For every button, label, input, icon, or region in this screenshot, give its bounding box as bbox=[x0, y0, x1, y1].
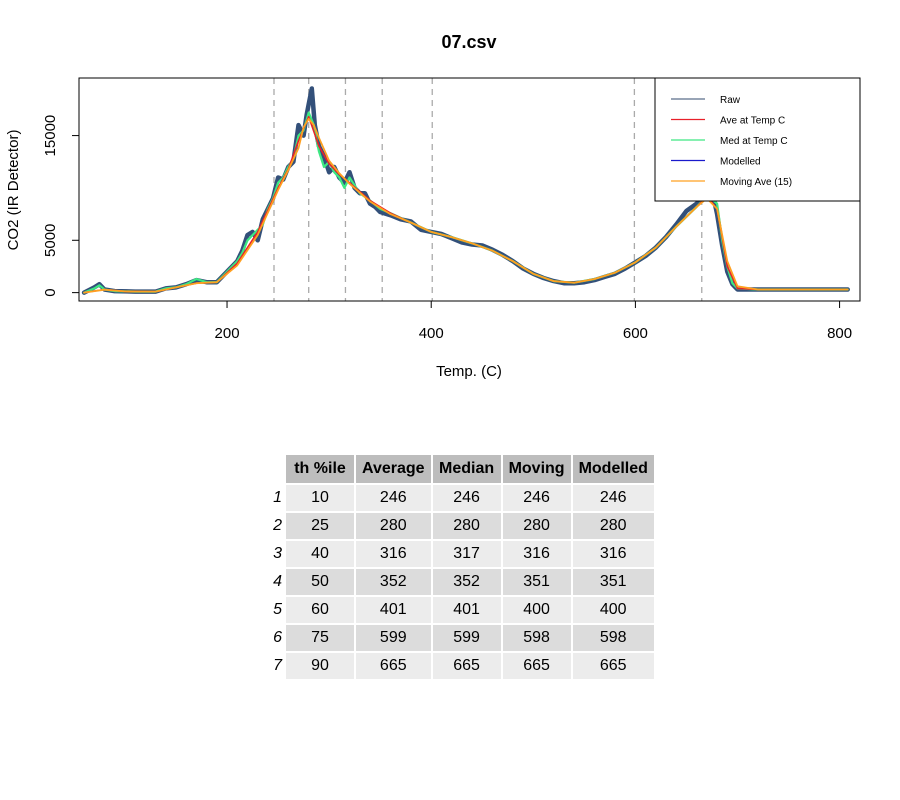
row-name: 2 bbox=[273, 517, 282, 534]
table-cell: 352 bbox=[356, 569, 431, 595]
x-tick-label: 400 bbox=[419, 325, 444, 342]
header-modelled: Modelled bbox=[572, 455, 654, 483]
table-row: 7 90 665 665 665 665 bbox=[258, 653, 654, 679]
table-row: 6 75 599 599 598 598 bbox=[258, 625, 654, 651]
table-cell: 665 bbox=[572, 653, 654, 679]
table-cell: 50 bbox=[286, 569, 354, 595]
header-moving: Moving bbox=[502, 455, 571, 483]
table-body: 1 10 246 246 246 246 2 25 280 280 280 280 3 40 316 317 3… bbox=[258, 485, 654, 679]
table-row: 1 10 246 246 246 246 bbox=[258, 485, 654, 511]
table-cell: 598 bbox=[502, 625, 571, 651]
y-tick-label: 5000 bbox=[42, 224, 59, 257]
header-average: Average bbox=[356, 455, 431, 483]
row-name: 5 bbox=[273, 601, 282, 618]
series-line bbox=[83, 117, 849, 294]
table-cell: 246 bbox=[356, 485, 431, 511]
legend-label: Ave at Temp C bbox=[720, 116, 785, 127]
table-cell: 317 bbox=[432, 541, 501, 567]
table-cell: 90 bbox=[286, 653, 354, 679]
table-cell: 401 bbox=[432, 597, 501, 623]
table-cell: 351 bbox=[502, 569, 571, 595]
x-axis-title: Temp. (C) bbox=[436, 363, 502, 380]
table-cell: 351 bbox=[572, 569, 654, 595]
table-cell: 400 bbox=[572, 597, 654, 623]
header-median: Median bbox=[432, 455, 501, 483]
legend-label: Moving Ave (15) bbox=[720, 177, 792, 188]
table-cell: 352 bbox=[432, 569, 501, 595]
x-axis: 200 400 600 800 bbox=[215, 301, 852, 342]
table-cell: 280 bbox=[356, 513, 431, 539]
table-cell: 280 bbox=[432, 513, 501, 539]
table-cell: 40 bbox=[286, 541, 354, 567]
chart-title: 07.csv bbox=[441, 32, 496, 52]
legend: Raw Ave at Temp C Med at Temp C Modelled Mov… bbox=[654, 77, 861, 202]
table-corner bbox=[258, 455, 284, 483]
y-tick-label: 0 bbox=[42, 288, 59, 296]
row-name: 3 bbox=[273, 545, 282, 562]
table-row: 5 60 401 401 400 400 bbox=[258, 597, 654, 623]
table-row: 2 25 280 280 280 280 bbox=[258, 513, 654, 539]
x-tick-label: 600 bbox=[623, 325, 648, 342]
table-cell: 60 bbox=[286, 597, 354, 623]
table-row: 3 40 316 317 316 316 bbox=[258, 541, 654, 567]
table-cell: 246 bbox=[432, 485, 501, 511]
table-cell: 316 bbox=[572, 541, 654, 567]
table-row: 4 50 352 352 351 351 bbox=[258, 569, 654, 595]
table-cell: 599 bbox=[356, 625, 431, 651]
chart: 07.csv 200 400 600 800 0 5000 15000 Temp. (C)… bbox=[5, 32, 861, 380]
table-cell: 280 bbox=[572, 513, 654, 539]
table-header-row: th %ile Average Median Moving Modelled bbox=[258, 455, 654, 483]
table-cell: 400 bbox=[502, 597, 571, 623]
legend-label: Med at Temp C bbox=[720, 136, 788, 147]
table-cell: 665 bbox=[432, 653, 501, 679]
table-cell: 665 bbox=[356, 653, 431, 679]
table-cell: 75 bbox=[286, 625, 354, 651]
table-cell: 598 bbox=[572, 625, 654, 651]
table-cell: 246 bbox=[572, 485, 654, 511]
table-cell: 316 bbox=[356, 541, 431, 567]
table-cell: 280 bbox=[502, 513, 571, 539]
percentile-lines bbox=[273, 78, 703, 301]
table-cell: 316 bbox=[502, 541, 571, 567]
table-cell: 25 bbox=[286, 513, 354, 539]
table-cell: 599 bbox=[432, 625, 501, 651]
table-cell: 10 bbox=[286, 485, 354, 511]
row-name: 6 bbox=[273, 629, 282, 646]
table-cell: 246 bbox=[502, 485, 571, 511]
legend-label: Raw bbox=[720, 95, 741, 106]
x-tick-label: 800 bbox=[827, 325, 852, 342]
y-axis-title: CO2 (IR Detector) bbox=[5, 130, 22, 251]
x-tick-label: 200 bbox=[215, 325, 240, 342]
y-tick-label: 15000 bbox=[42, 115, 59, 157]
legend-label: Modelled bbox=[720, 157, 761, 168]
row-name: 7 bbox=[273, 657, 282, 674]
percentile-table: th %ile Average Median Moving Modelled 1… bbox=[256, 453, 656, 681]
y-axis: 0 5000 15000 bbox=[42, 115, 79, 297]
table-cell: 401 bbox=[356, 597, 431, 623]
header-percentile: th %ile bbox=[286, 455, 354, 483]
row-name: 1 bbox=[273, 489, 282, 506]
table-cell: 665 bbox=[502, 653, 571, 679]
row-name: 4 bbox=[273, 573, 282, 590]
